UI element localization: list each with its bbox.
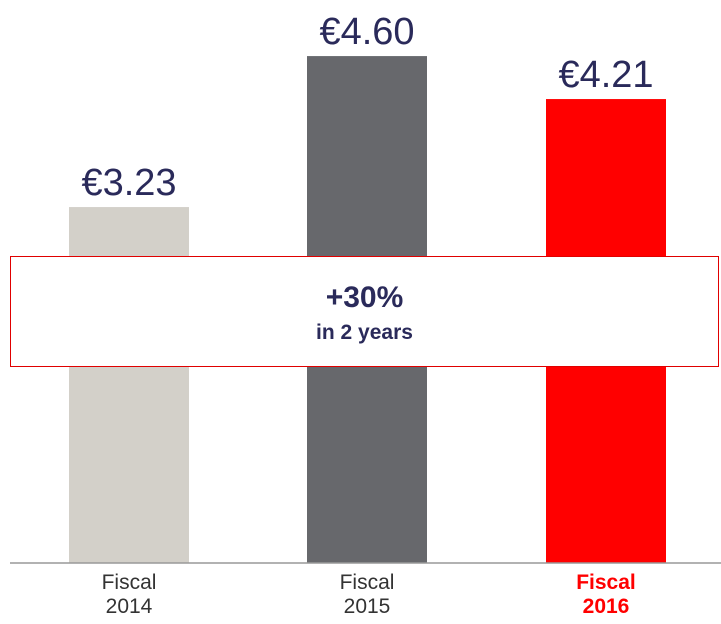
annotation-title: +30% xyxy=(325,281,404,314)
x-tick-label: Fiscal 2014 xyxy=(101,571,157,618)
annotation-subtitle: in 2 years xyxy=(316,321,413,344)
annotation-box: +30% in 2 years xyxy=(10,256,719,367)
value-label: €4.21 xyxy=(558,54,653,96)
x-tick-label: Fiscal 2016 xyxy=(576,571,636,618)
x-tick-label: Fiscal 2015 xyxy=(339,571,395,618)
value-label: €4.60 xyxy=(319,11,414,53)
value-label: €3.23 xyxy=(81,162,176,204)
